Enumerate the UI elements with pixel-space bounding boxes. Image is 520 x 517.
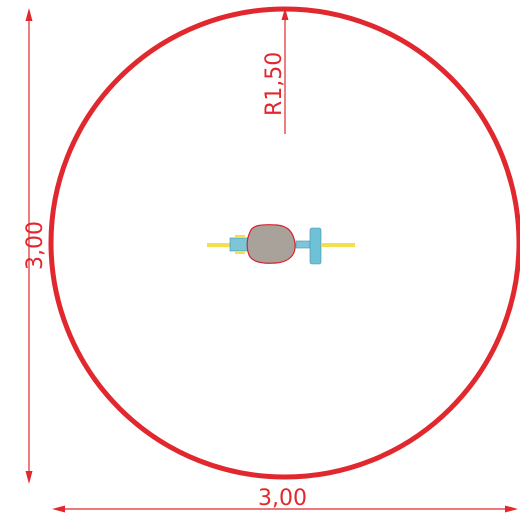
radius-arrowhead: [281, 8, 289, 20]
seat: [246, 224, 296, 264]
spring-rider-top-view: [207, 224, 355, 265]
foot-bar-front: [321, 243, 355, 247]
width-arrow-left: [52, 505, 65, 513]
radius-label: R1,50: [262, 52, 287, 116]
rear-spring-block: [229, 237, 249, 252]
width-label: 3,00: [258, 486, 307, 511]
height-label: 3,00: [23, 221, 48, 270]
radius-dimension: R1,50: [262, 8, 289, 134]
height-arrow-bottom: [25, 471, 33, 484]
rear-bar-accent-bottom: [235, 251, 245, 254]
height-arrow-top: [25, 8, 33, 21]
width-arrow-right: [505, 505, 518, 513]
width-dimension: 3,00: [52, 486, 518, 513]
handle-stem: [295, 240, 311, 249]
rear-bar-accent: [235, 235, 245, 238]
height-dimension: 3,00: [23, 8, 48, 484]
handlebar: [309, 227, 322, 265]
